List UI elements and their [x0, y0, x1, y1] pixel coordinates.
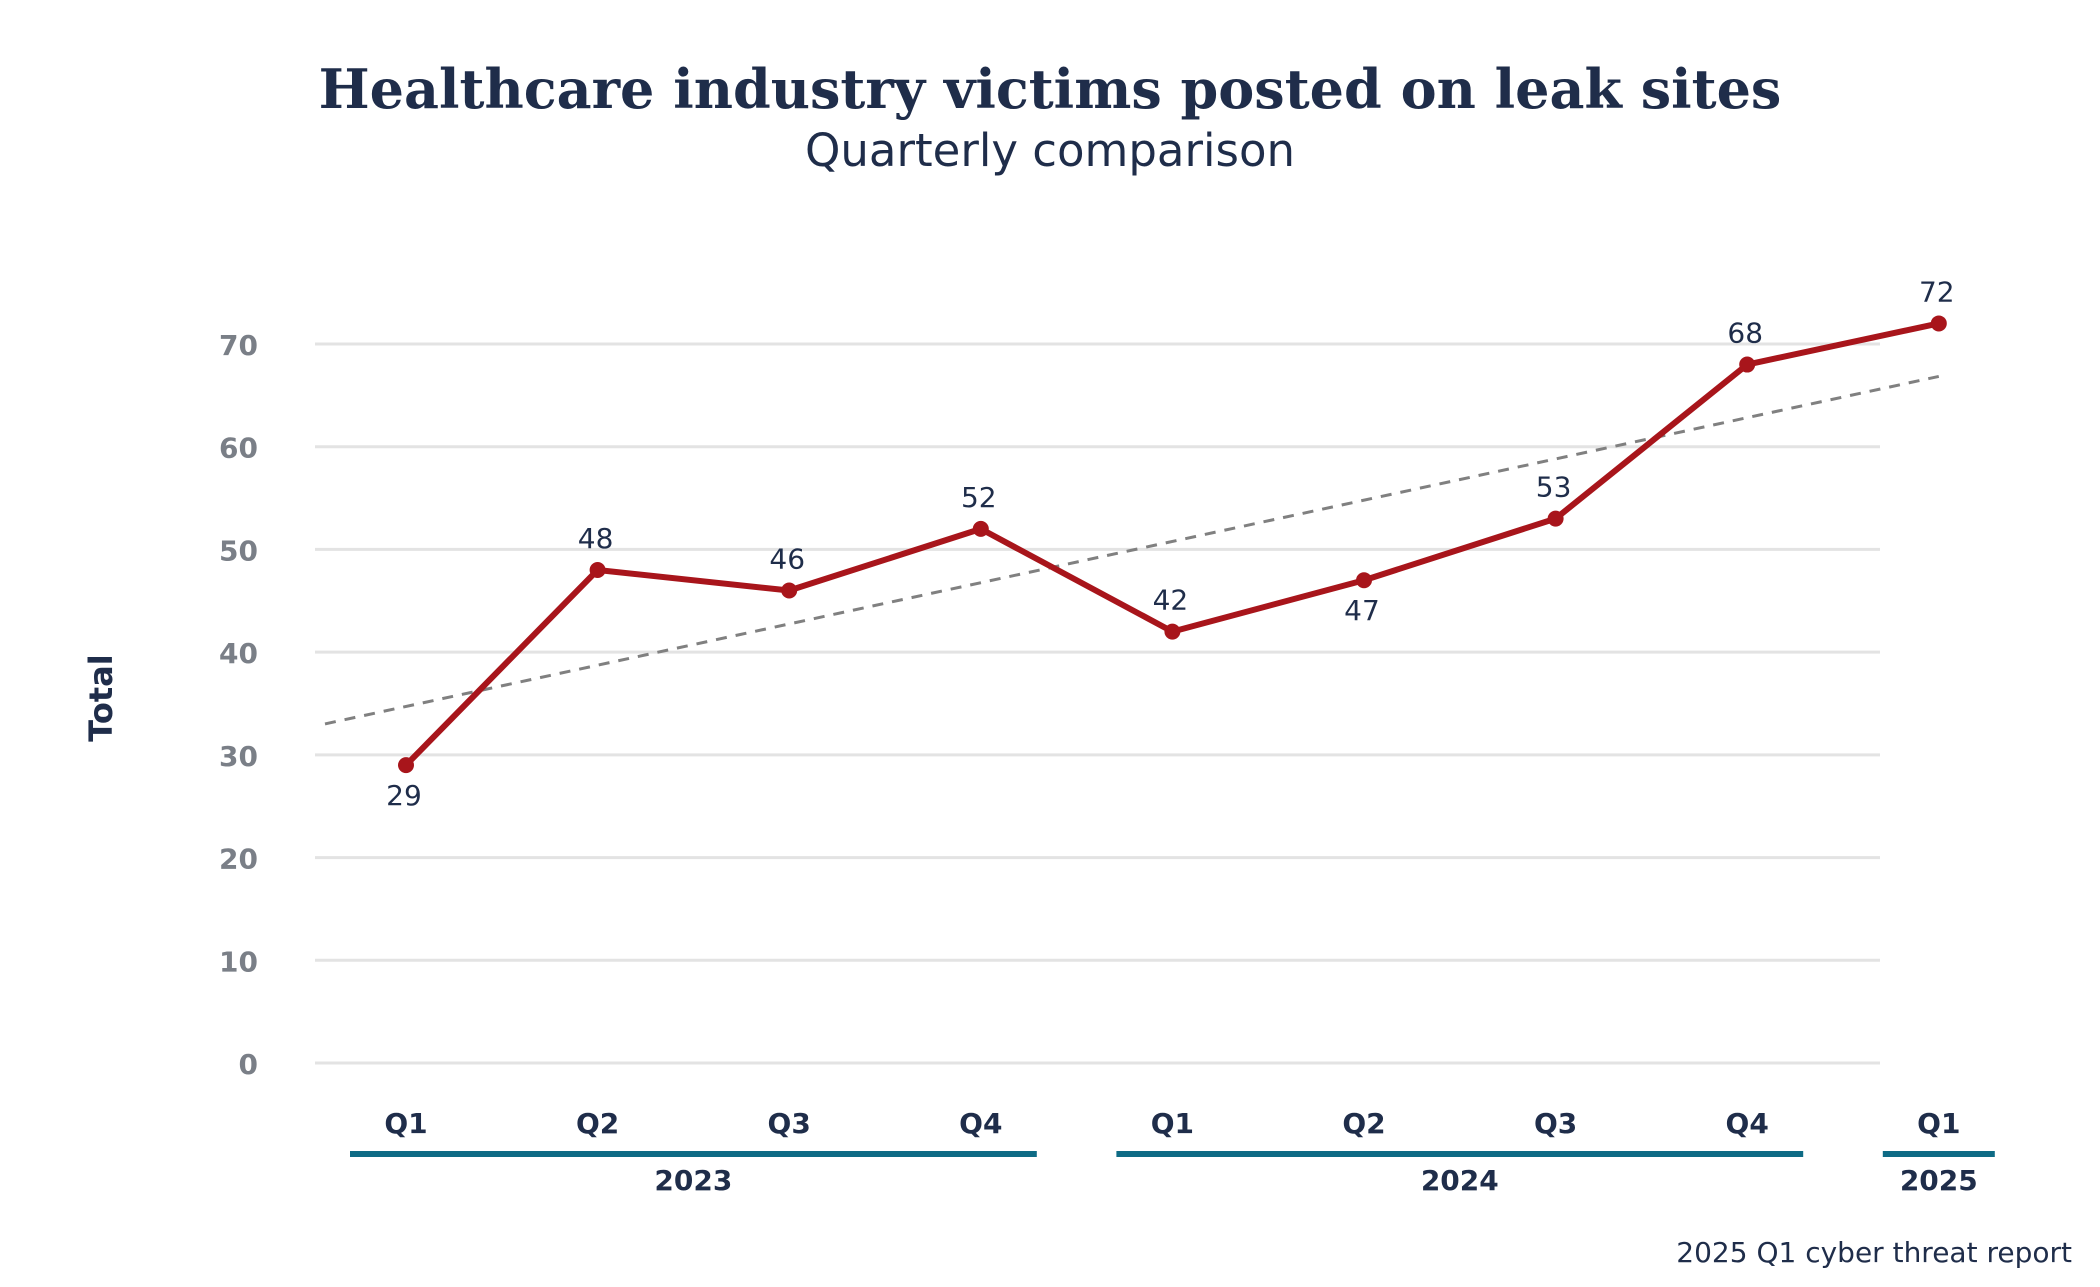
data-point	[589, 561, 606, 578]
x-tick-label: Q1	[1151, 1107, 1194, 1140]
x-tick-label: Q4	[1726, 1107, 1769, 1140]
x-tick-label: Q4	[959, 1107, 1002, 1140]
data-label: 53	[1536, 471, 1572, 504]
chart-subtitle: Quarterly comparison	[805, 124, 1295, 177]
series-group: 29 48 46 52 42 47 53 68 72	[386, 275, 1954, 812]
data-point	[781, 582, 798, 599]
gridlines	[315, 342, 1880, 1065]
data-label: 47	[1344, 594, 1380, 627]
y-tick-label: 50	[219, 534, 258, 567]
trendline	[324, 374, 1940, 726]
y-tick-label: 70	[219, 329, 258, 362]
x-tick-label: Q1	[384, 1107, 427, 1140]
data-label: 68	[1727, 317, 1763, 350]
year-group-label: 2024	[1421, 1164, 1499, 1197]
y-tick-label: 20	[219, 843, 258, 876]
data-point	[1547, 510, 1564, 527]
y-axis-label: Total	[82, 654, 120, 741]
data-label: 52	[961, 481, 997, 514]
x-axis: Q1 Q2 Q3 Q4 Q1 Q2 Q3 Q4 Q1 2023 2024 2025	[350, 1107, 1995, 1197]
x-tick-label: Q2	[576, 1107, 619, 1140]
data-point	[1930, 315, 1947, 332]
data-point	[1164, 623, 1181, 640]
data-label: 48	[578, 522, 614, 555]
y-tick-label: 40	[219, 637, 258, 670]
data-point	[398, 757, 414, 774]
data-label: 29	[386, 779, 422, 812]
data-point	[1739, 356, 1756, 373]
year-group-label: 2025	[1900, 1164, 1978, 1197]
x-tick-label: Q1	[1917, 1107, 1960, 1140]
x-tick-label: Q2	[1342, 1107, 1385, 1140]
data-point	[972, 520, 989, 537]
y-tick-label: 0	[239, 1048, 258, 1081]
data-label: 46	[769, 543, 805, 576]
chart-title: Healthcare industry victims posted on le…	[319, 57, 1782, 121]
data-label: 42	[1153, 584, 1189, 617]
data-point	[1356, 572, 1372, 589]
data-label: 72	[1919, 275, 1955, 308]
y-tick-label: 10	[219, 945, 258, 978]
trendline-group	[324, 374, 1940, 726]
source-note: 2025 Q1 cyber threat report	[1676, 1236, 2072, 1269]
x-tick-label: Q3	[768, 1107, 811, 1140]
series-line	[403, 320, 1942, 769]
y-tick-label: 30	[219, 740, 258, 773]
y-tick-label: 60	[219, 432, 258, 465]
x-tick-label: Q3	[1534, 1107, 1577, 1140]
y-axis-ticks: 0 10 20 30 40 50 60 70	[219, 329, 258, 1081]
year-group-label: 2023	[654, 1164, 732, 1197]
